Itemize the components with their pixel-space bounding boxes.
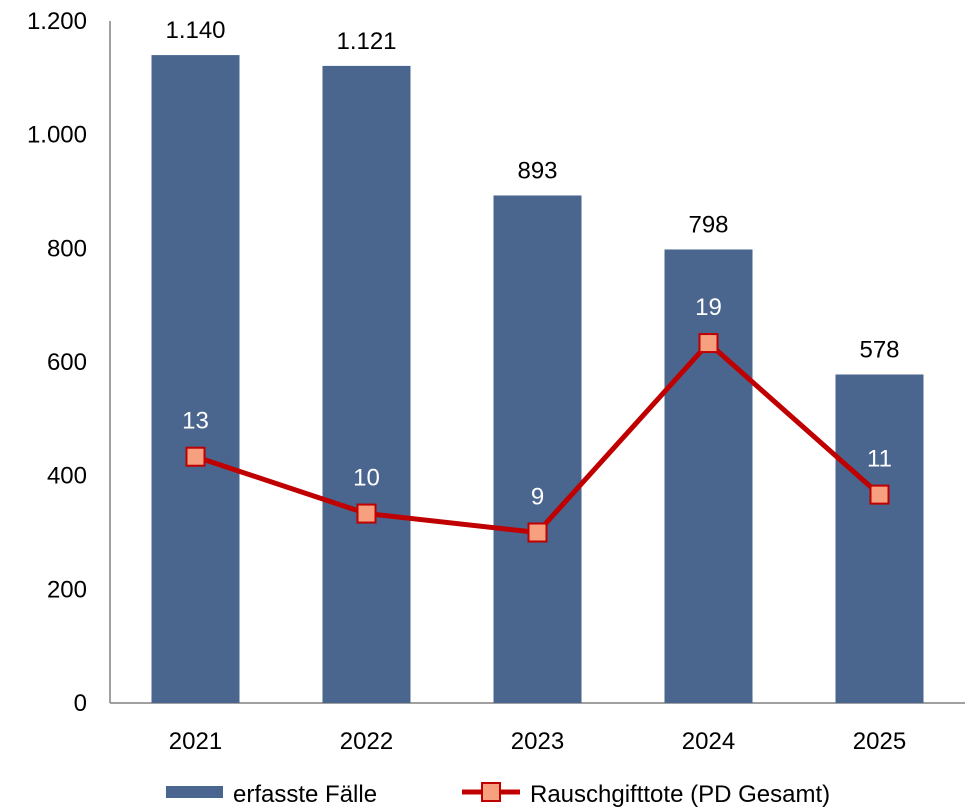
line-marker: [356, 503, 377, 524]
legend-label-bar: erfasste Fälle: [233, 781, 377, 808]
line-marker: [185, 446, 206, 467]
line-value-label: 10: [353, 465, 380, 492]
bar-value-label: 798: [688, 211, 728, 238]
line-value-label: 11: [867, 446, 892, 473]
y-tick-label: 200: [47, 576, 87, 603]
y-tick-label: 0: [74, 690, 87, 717]
bar: [322, 65, 411, 704]
bar-value-label: 578: [859, 337, 899, 364]
bar-value-label: 893: [517, 157, 557, 184]
y-tick-label: 1.200: [27, 8, 87, 35]
bar: [664, 249, 753, 703]
y-tick-label: 800: [47, 235, 87, 262]
y-tick-label: 400: [47, 463, 87, 490]
x-tick-label: 2022: [340, 728, 393, 755]
bar-series: [151, 55, 924, 704]
legend-label-line: Rauschgifttote (PD Gesamt): [530, 781, 830, 808]
line-series: [185, 333, 890, 543]
line-value-label: 9: [531, 484, 544, 511]
bar: [493, 195, 582, 703]
x-tick-label: 2024: [682, 728, 735, 755]
line-value-labels: 13 10 9 19 11: [182, 294, 892, 510]
legend: erfasste Fälle Rauschgifttote (PD Gesamt): [166, 781, 830, 808]
line-value-label: 13: [182, 408, 209, 435]
line-value-label: 19: [695, 294, 722, 321]
bar: [835, 374, 924, 703]
line-marker: [527, 522, 548, 543]
legend-swatch-marker: [481, 782, 501, 802]
x-axis-ticks: 2021 2022 2023 2024 2025: [169, 728, 906, 755]
x-tick-label: 2023: [511, 728, 564, 755]
legend-swatch-bar: [166, 786, 223, 798]
y-tick-label: 600: [47, 349, 87, 376]
x-tick-label: 2021: [169, 728, 222, 755]
y-axis-ticks: 0 200 400 600 800 1.000 1.200: [27, 8, 87, 717]
x-tick-label: 2025: [853, 728, 906, 755]
y-tick-label: 1.000: [27, 122, 87, 149]
bar: [151, 55, 240, 704]
line-marker: [869, 484, 890, 505]
line-marker: [698, 333, 719, 354]
bar-value-label: 1.121: [336, 28, 396, 55]
bar-value-label: 1.140: [165, 17, 225, 44]
bar-value-labels: 1.140 1.121 893 798 578: [165, 17, 899, 363]
